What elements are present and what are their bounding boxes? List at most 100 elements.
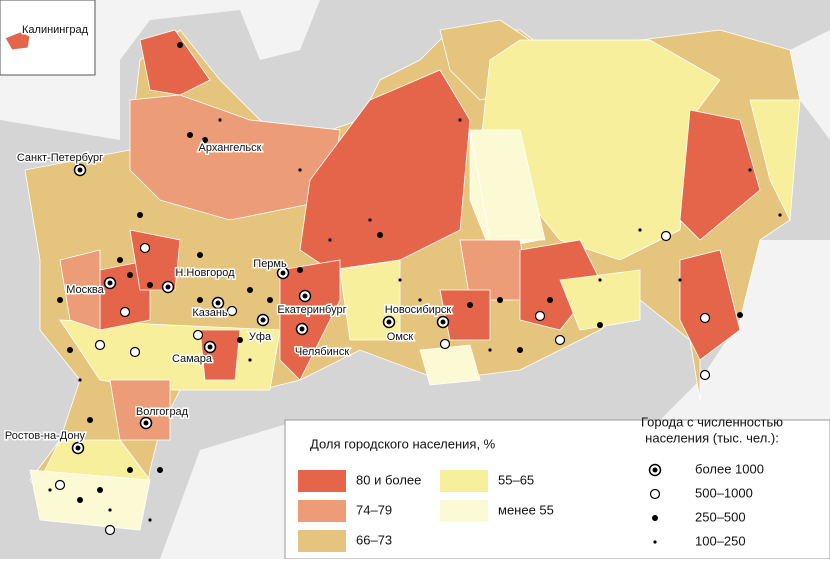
legend-title: населения (тыс. чел.): xyxy=(645,430,779,445)
city-marker xyxy=(192,329,204,341)
city-marker xyxy=(127,272,133,278)
city-marker xyxy=(554,334,566,346)
region xyxy=(479,39,721,261)
city-marker xyxy=(299,326,305,332)
city-label: Екатеринбург xyxy=(277,304,346,316)
city-label: Челябинск xyxy=(295,346,349,358)
legend-label: 74–79 xyxy=(356,502,392,517)
city-marker xyxy=(177,42,183,48)
city-label: Ростов-на-Дону xyxy=(5,430,86,442)
city-marker xyxy=(148,518,152,522)
city-marker xyxy=(302,293,308,299)
legend-label: 80 и более xyxy=(356,472,421,487)
city-marker xyxy=(699,312,711,324)
legend-label: 250–500 xyxy=(695,509,746,524)
city-marker xyxy=(439,338,451,350)
city-marker xyxy=(488,348,492,352)
city-marker xyxy=(97,287,103,293)
city-marker xyxy=(328,238,332,242)
city-marker xyxy=(197,252,203,258)
city-label: Архангельск xyxy=(199,142,262,154)
city-label: Казань xyxy=(192,307,228,319)
city-marker xyxy=(119,306,131,318)
city-marker xyxy=(147,282,153,288)
city-marker xyxy=(237,337,243,343)
city-marker xyxy=(386,319,392,325)
city-marker xyxy=(458,118,462,122)
city-marker xyxy=(94,339,106,351)
city-marker xyxy=(226,305,238,317)
legend-label: менее 55 xyxy=(498,502,554,517)
legend-title: Города с численностью xyxy=(641,414,783,429)
city-marker xyxy=(48,488,52,492)
city-marker xyxy=(298,168,302,172)
city-marker xyxy=(652,467,658,473)
inset: Калининград xyxy=(0,0,96,76)
city-label: Пермь xyxy=(253,258,287,270)
city-marker xyxy=(78,378,82,382)
region xyxy=(279,259,341,381)
legend-swatch xyxy=(440,470,488,492)
city-marker xyxy=(649,488,661,500)
kaliningrad-region xyxy=(4,31,31,51)
inset-label: Калининград xyxy=(22,24,89,36)
city-marker xyxy=(165,284,171,290)
legend-frame xyxy=(284,419,830,560)
city-marker xyxy=(534,310,546,322)
legend-swatch xyxy=(298,470,346,492)
city-marker xyxy=(127,467,133,473)
city-marker xyxy=(737,312,743,318)
city-marker xyxy=(77,167,83,173)
city-label: Москва xyxy=(66,284,104,296)
legend: Доля городского населения, % Города с чи… xyxy=(284,414,830,560)
city-marker xyxy=(638,228,642,232)
city-marker xyxy=(87,417,93,423)
region xyxy=(749,99,801,222)
legend-label: более 1000 xyxy=(695,461,764,476)
city-marker xyxy=(653,540,657,544)
city-marker xyxy=(598,278,602,282)
city-marker xyxy=(398,278,402,282)
legend-swatch xyxy=(298,530,346,552)
city-marker xyxy=(418,298,422,302)
region xyxy=(679,249,741,361)
legend-label: 55–65 xyxy=(498,472,534,487)
region xyxy=(29,469,151,531)
city-marker xyxy=(129,346,141,358)
region xyxy=(139,29,211,96)
legend-swatch xyxy=(298,500,346,522)
city-marker xyxy=(778,213,782,217)
region xyxy=(559,269,641,331)
cities: Санкт-Петербург Архангельск Москва Н.Новгор… xyxy=(3,42,782,536)
legend-label: 66–73 xyxy=(356,532,392,547)
city-label: Уфа xyxy=(249,331,272,343)
city-marker xyxy=(748,168,752,172)
city-marker xyxy=(57,297,63,303)
city-marker xyxy=(440,319,446,325)
city-marker xyxy=(157,467,163,473)
city-label: Омск xyxy=(387,331,414,343)
region xyxy=(469,129,546,241)
city-marker xyxy=(267,297,273,303)
city-marker xyxy=(547,297,553,303)
city-marker xyxy=(368,218,372,222)
region xyxy=(59,249,101,331)
city-marker xyxy=(678,278,682,282)
city-marker xyxy=(104,524,116,536)
legend-label: 500–1000 xyxy=(695,485,753,500)
city-marker xyxy=(77,497,83,503)
city-marker xyxy=(215,300,221,306)
city-marker xyxy=(218,118,222,122)
region xyxy=(339,259,401,341)
city-marker xyxy=(108,508,112,512)
legend-label: 100–250 xyxy=(695,533,746,548)
region xyxy=(109,379,171,441)
city-marker xyxy=(247,287,253,293)
city-marker xyxy=(107,280,113,286)
city-marker xyxy=(297,267,303,273)
city-label: Н.Новгород xyxy=(175,267,235,279)
city-marker xyxy=(207,344,213,350)
city-marker xyxy=(54,479,66,491)
city-marker xyxy=(377,232,383,238)
